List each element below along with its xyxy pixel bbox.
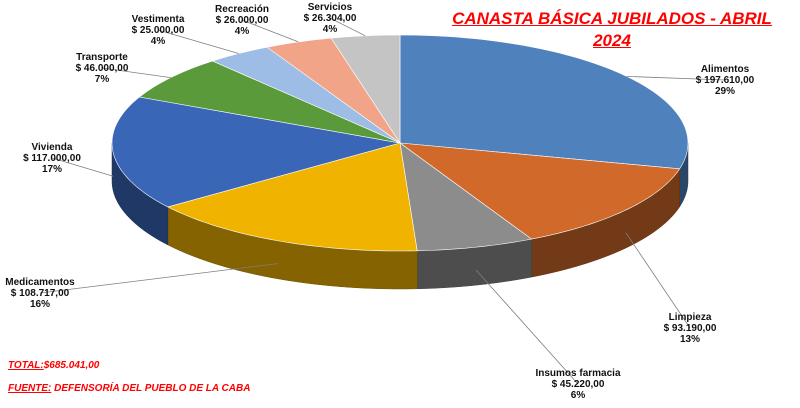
leader-line: [241, 19, 299, 43]
leader-line: [475, 269, 579, 385]
slice-label-name: Servicios: [308, 2, 353, 13]
slice-servicios: [330, 34, 401, 145]
slice-label: Transporte $ 46.000,00 7%: [76, 52, 129, 85]
source-value: DEFENSORÍA DEL PUEBLO DE LA CABA: [51, 383, 251, 394]
slice-label-percent: 4%: [235, 26, 250, 37]
slice-label-name: Vivienda: [32, 142, 73, 153]
leader-lines: [39, 17, 726, 385]
pie-slices: [111, 34, 689, 252]
slice-label-name: Alimentos: [701, 64, 750, 75]
slice-vestimenta: [211, 46, 401, 144]
pie-sides: [111, 142, 689, 290]
source-note: FUENTE: DEFENSORÍA DEL PUEBLO DE LA CABA: [8, 383, 250, 394]
slice-labels: Alimentos $ 197.610,00 29% Limpieza $ 93.190…: [5, 2, 754, 401]
slice-label-value: $ 117.000,00: [23, 153, 81, 164]
slice-label-value: $ 25.000,00: [132, 25, 185, 36]
slice-label-value: $ 108.717,00: [11, 288, 70, 299]
slice-label-percent: 4%: [151, 36, 166, 47]
slice-label-percent: 16%: [30, 299, 50, 310]
leader-line: [157, 29, 239, 54]
total-value: $685.041,00: [43, 360, 100, 371]
slice-recreación: [266, 37, 401, 144]
slice-label-percent: 7%: [95, 74, 110, 85]
slice-label: Insumos farmacia $ 45.220,00 6%: [535, 368, 620, 401]
slice-label-percent: 6%: [571, 390, 586, 401]
slice-label-value: $ 93.190,00: [664, 323, 717, 334]
slice-label-value: $ 45.220,00: [552, 379, 605, 390]
slice-label-percent: 17%: [42, 164, 62, 175]
slice-label-percent: 4%: [323, 24, 338, 35]
slice-label-name: Vestimenta: [132, 14, 185, 25]
leader-line: [51, 157, 114, 177]
slice-alimentos: [399, 34, 689, 170]
leader-line: [101, 67, 171, 78]
slice-label-name: Recreación: [215, 4, 269, 15]
chart-title-line-2: 2024: [593, 31, 631, 50]
slice-label-percent: 29%: [715, 86, 735, 97]
slice-limpieza: [398, 142, 681, 240]
slice-label: Servicios $ 26.304,00 4%: [304, 2, 357, 35]
total-note: TOTAL:$685.041,00: [8, 360, 99, 371]
slice-insumos-farmacia: [399, 142, 533, 252]
leader-line: [626, 76, 726, 81]
slice-label-name: Medicamentos: [5, 277, 75, 288]
leader-line: [39, 263, 278, 294]
chart-title: CANASTA BÁSICA JUBILADOS - ABRIL 2024: [432, 8, 792, 52]
slice-label-name: Insumos farmacia: [535, 368, 620, 379]
slice-label-value: $ 197.610,00: [696, 75, 755, 86]
slice-label-value: $ 26.304,00: [304, 13, 357, 24]
slice-label: Vivienda $ 117.000,00 17%: [23, 142, 81, 175]
slice-label: Recreación $ 26.000,00 4%: [215, 4, 269, 37]
slice-label: Limpieza $ 93.190,00 13%: [664, 312, 717, 345]
slice-label-percent: 13%: [680, 334, 700, 345]
slice-label: Medicamentos $ 108.717,00 16%: [5, 277, 75, 310]
slice-medicamentos: [167, 142, 418, 252]
total-key: TOTAL:: [8, 360, 44, 371]
slice-label: Vestimenta $ 25.000,00 4%: [132, 14, 185, 47]
slice-label-value: $ 46.000,00: [76, 63, 129, 74]
source-key: FUENTE:: [8, 383, 52, 394]
slice-label: Alimentos $ 197.610,00 29%: [696, 64, 755, 97]
slice-label-value: $ 26.000,00: [216, 15, 269, 26]
slice-label-name: Limpieza: [669, 312, 712, 323]
leader-line: [329, 17, 366, 37]
leader-line: [625, 232, 691, 329]
chart-title-line-1: CANASTA BÁSICA JUBILADOS - ABRIL: [452, 9, 772, 28]
slice-vivienda: [111, 96, 401, 208]
slice-label-name: Transporte: [76, 52, 128, 63]
